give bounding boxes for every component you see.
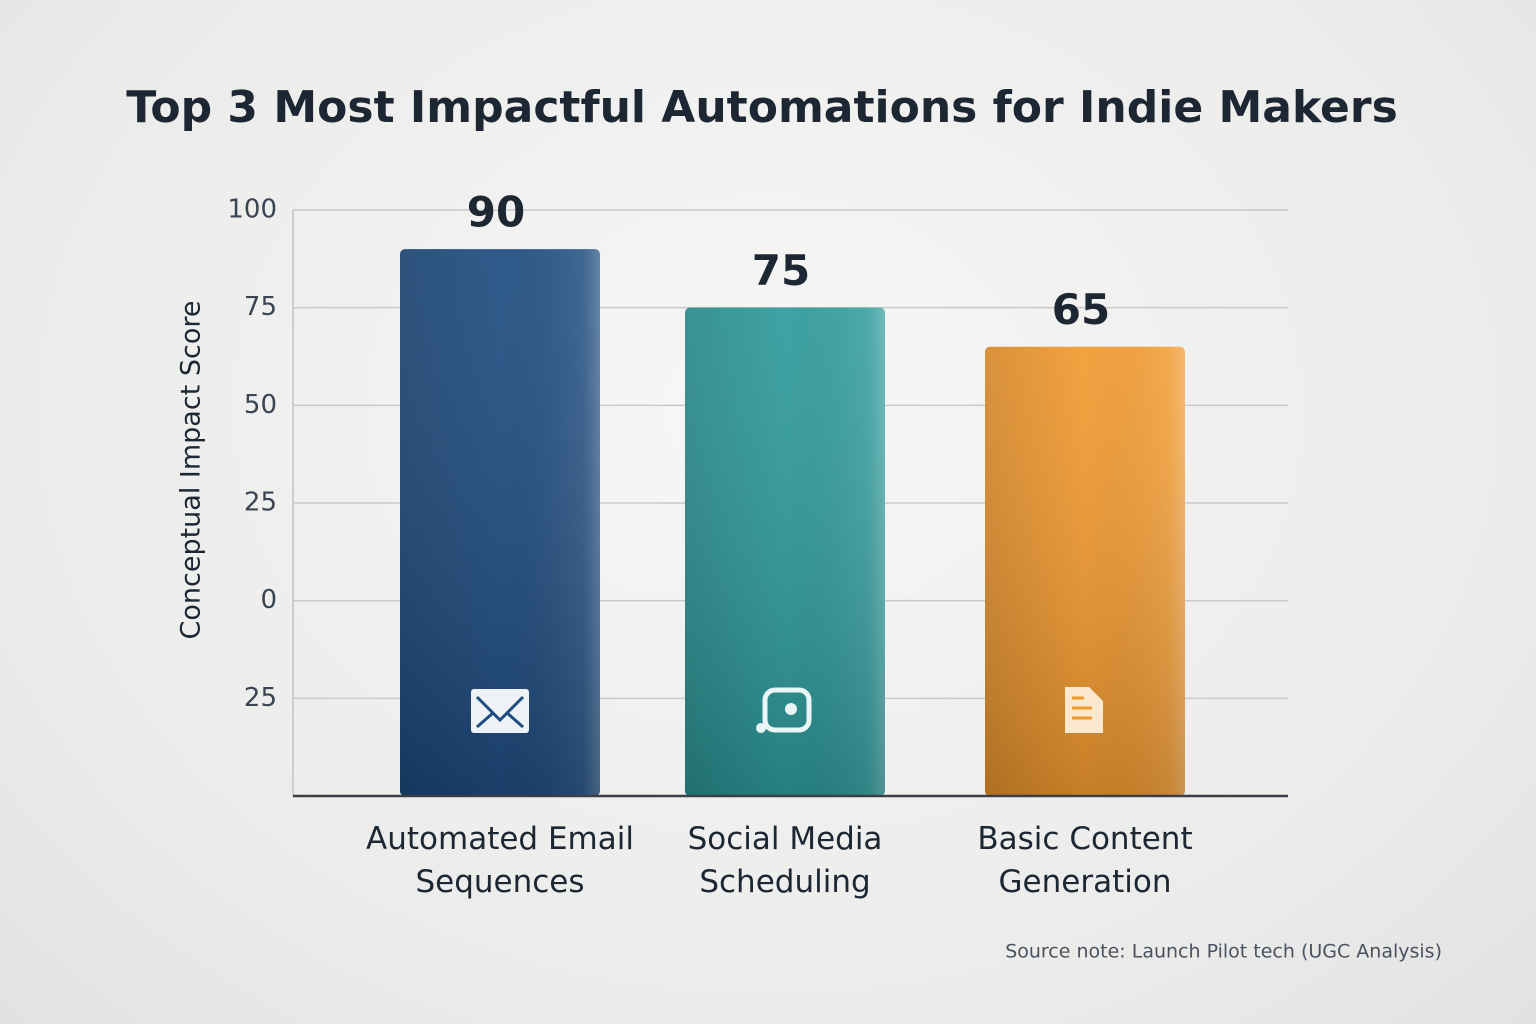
bar-icon — [1065, 687, 1103, 733]
data-label: 75 — [752, 246, 810, 295]
bar-icon — [756, 687, 812, 733]
x-tick-label: Social Media Scheduling — [687, 821, 883, 900]
data-label: 65 — [1052, 285, 1110, 334]
x-tick-label: Automated Email Sequences — [366, 821, 634, 900]
y-tick-label: 0 — [260, 585, 277, 615]
y-tick-label: 25 — [244, 488, 277, 518]
y-tick-label: 50 — [244, 390, 277, 420]
data-label: 90 — [467, 188, 525, 237]
bar-shade — [400, 249, 600, 797]
bar-shade — [985, 346, 1185, 796]
bar-shade — [685, 307, 885, 796]
chart-title: Top 3 Most Impactful Automations for Ind… — [126, 82, 1398, 133]
y-tick-label: 100 — [227, 195, 277, 225]
y-axis-label: Conceptual Impact Score — [176, 301, 207, 640]
x-tick-label: Basic Content Generation — [977, 821, 1193, 900]
y-tick-label: 25 — [244, 683, 277, 713]
y-tick-label: 75 — [244, 292, 277, 322]
bar-icon — [471, 689, 529, 733]
source-note: Source note: Launch Pilot tech (UGC Anal… — [1005, 941, 1442, 963]
